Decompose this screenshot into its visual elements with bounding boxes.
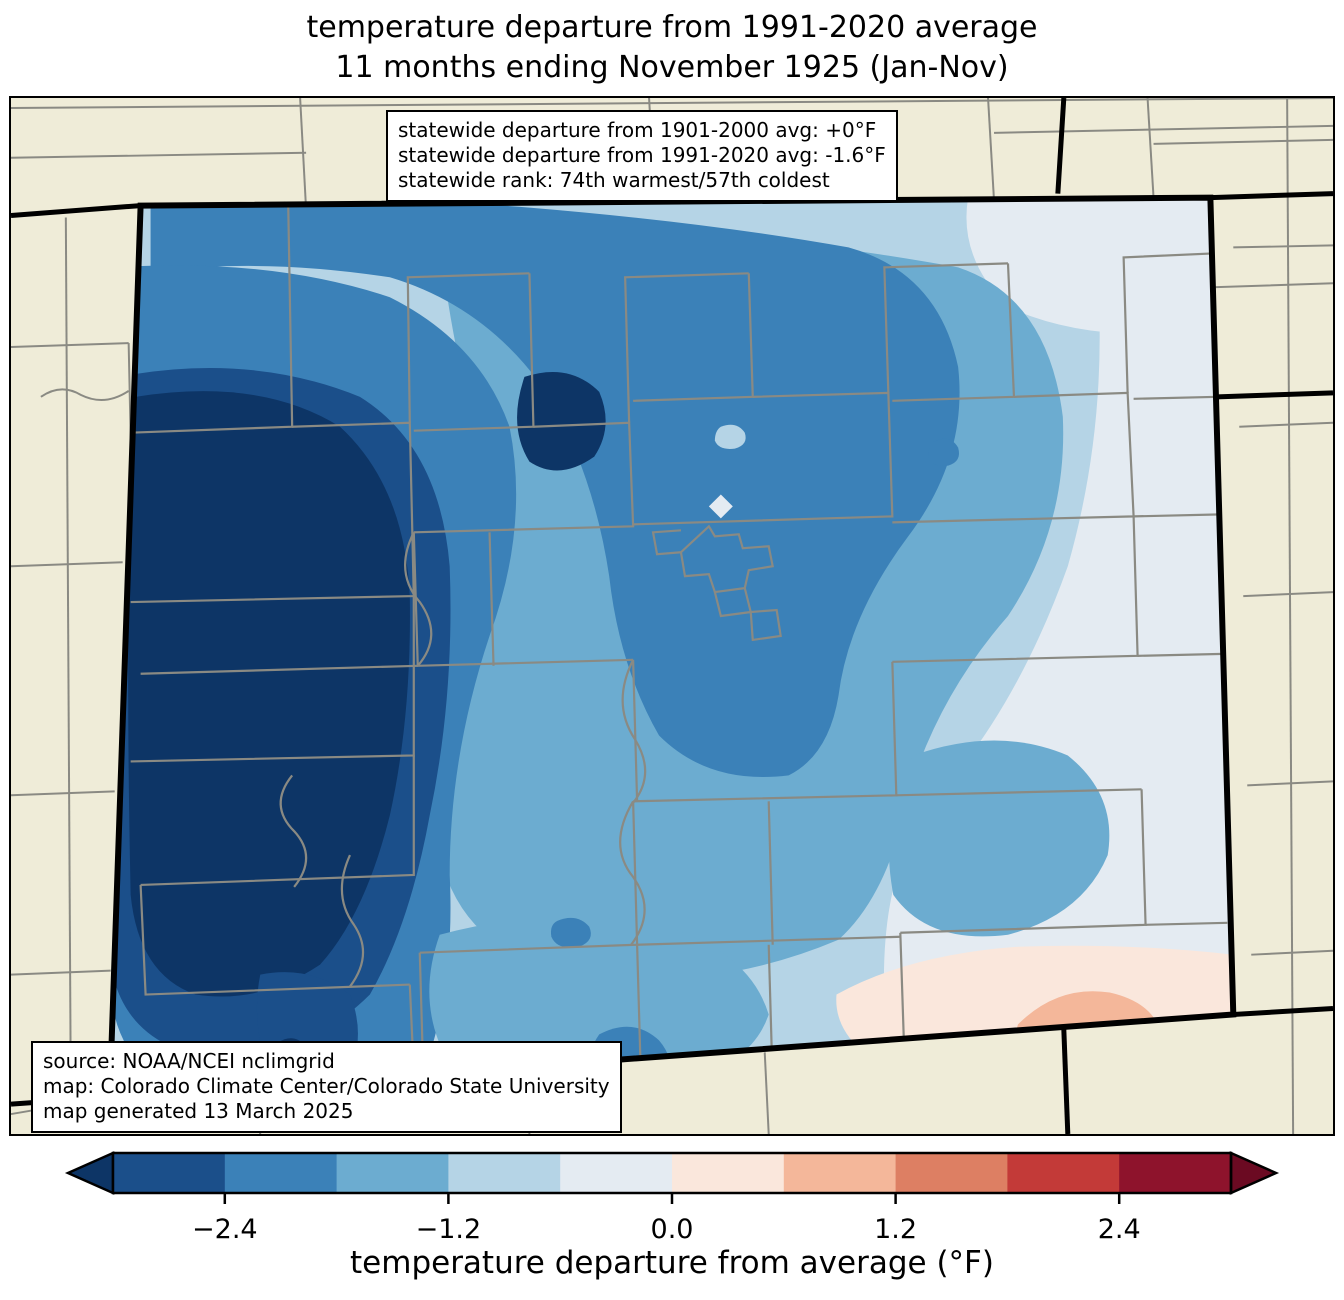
- stat-line-2: statewide departure from 1991-2020 avg: …: [398, 143, 886, 167]
- contour-band--1.8--1.2-eastlobe: [888, 740, 1110, 937]
- contour-spot-northeast-small: [928, 438, 960, 466]
- colorado-county-lines: [130, 201, 1228, 1095]
- colorbar-tick-label-2: 0.0: [651, 1214, 694, 1245]
- colorado-temperature-map: [11, 98, 1333, 1134]
- source-line-3: map generated 13 March 2025: [43, 1099, 354, 1123]
- colorbar-tick-label-0: −2.4: [192, 1214, 258, 1245]
- contour-band--0.6-0.0-northeast: [966, 197, 1214, 334]
- colorbar-band-0: [113, 1153, 226, 1193]
- contour-band-below--3.0-southwest: [128, 391, 410, 997]
- contour-band--2.4--1.8-north: [150, 198, 960, 778]
- colorbar-band-6: [783, 1153, 897, 1193]
- colorbar-over-arrow: [1229, 1151, 1280, 1195]
- colorbar-band-2: [336, 1153, 449, 1193]
- colorbar-band-8: [1007, 1153, 1120, 1193]
- colorbar-band-7: [895, 1153, 1008, 1193]
- colorbar-panel: −2.4 −1.2 0.0 1.2 2.4: [0, 1145, 1344, 1300]
- temperature-contour-fill: [109, 197, 1234, 1098]
- colorbar-tick-label-3: 1.2: [874, 1214, 917, 1245]
- source-line-2: map: Colorado Climate Center/Colorado St…: [43, 1074, 610, 1098]
- map-panel: [9, 96, 1335, 1136]
- colorbar-band-1: [224, 1153, 338, 1193]
- title-line-1: temperature departure from 1991-2020 ave…: [306, 10, 1038, 45]
- colorbar-band-9: [1119, 1153, 1232, 1193]
- statewide-stats-box: statewide departure from 1901-2000 avg: …: [386, 110, 898, 202]
- colorbar-tick-label-4: 2.4: [1098, 1214, 1141, 1245]
- page-title: temperature departure from 1991-2020 ave…: [0, 8, 1344, 88]
- contour-spot-north-park: [517, 371, 606, 471]
- colorbar[interactable]: −2.4 −1.2 0.0 1.2 2.4: [0, 1145, 1344, 1255]
- source-attribution-box: source: NOAA/NCEI nclimgrid map: Colorad…: [31, 1041, 622, 1133]
- contour-spot-southcentral-small: [550, 917, 591, 948]
- colorbar-band-5: [672, 1153, 785, 1193]
- colorbar-tick-label-1: −1.2: [416, 1214, 482, 1245]
- stat-line-1: statewide departure from 1901-2000 avg: …: [398, 118, 877, 142]
- contour-spot-pale-dot-b: [714, 424, 746, 449]
- colorbar-band-3: [448, 1153, 561, 1193]
- colorbar-band-4: [560, 1153, 673, 1193]
- title-line-2: 11 months ending November 1925 (Jan-Nov): [335, 50, 1009, 85]
- colorbar-under-arrow: [64, 1151, 115, 1195]
- stat-line-3: statewide rank: 74th warmest/57th coldes…: [398, 168, 830, 192]
- colorbar-axis-label: temperature departure from average (°F): [350, 1245, 994, 1281]
- source-line-1: source: NOAA/NCEI nclimgrid: [43, 1049, 335, 1073]
- colorbar-ticks: −2.4 −1.2 0.0 1.2 2.4: [192, 1193, 1141, 1245]
- colorbar-bands: [64, 1151, 1280, 1195]
